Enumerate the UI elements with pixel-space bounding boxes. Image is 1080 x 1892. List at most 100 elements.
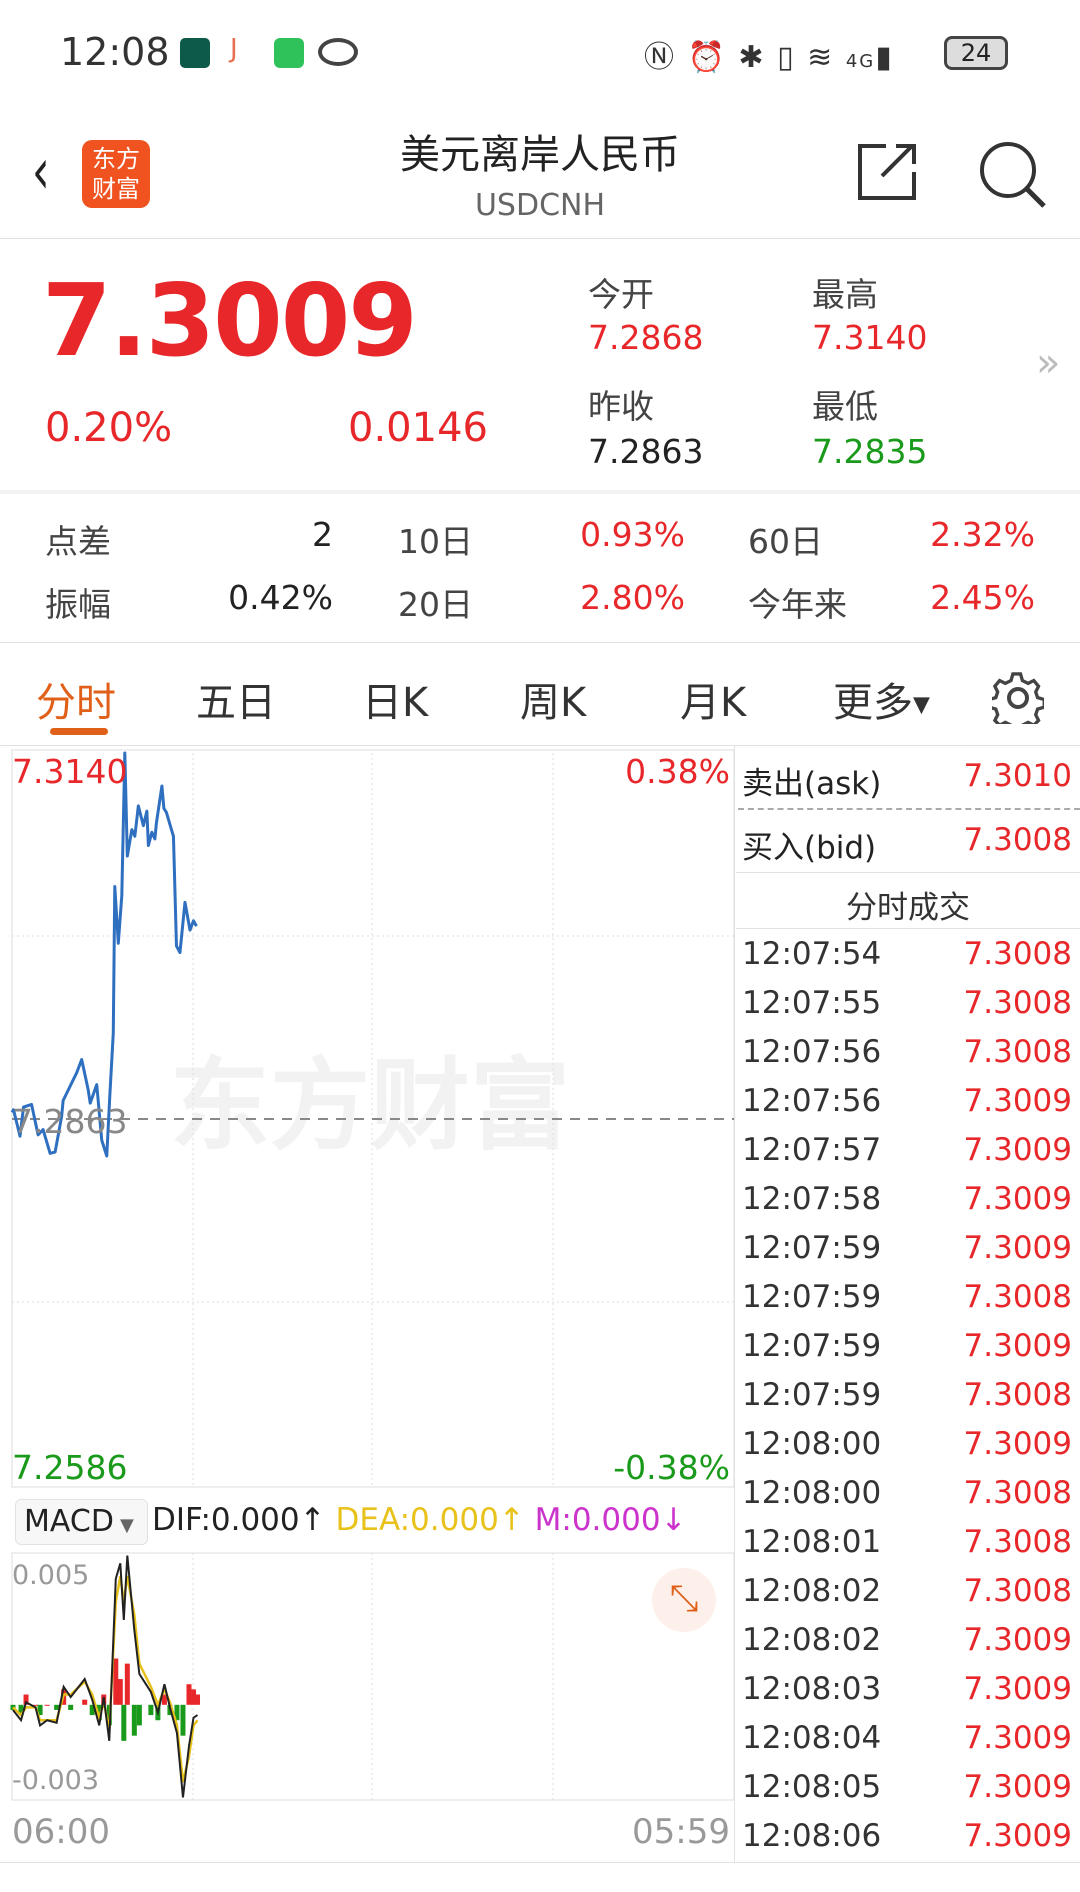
trade-price: 7.3009 [963, 1230, 1072, 1266]
20d-label: 20日 [398, 585, 473, 624]
macd-histogram-bar [161, 1694, 167, 1705]
eastmoney-logo[interactable]: 东方财富 [82, 140, 150, 208]
tab-intraday[interactable]: 分时 [36, 680, 116, 726]
trade-row: 12:07:54 7.3008 [742, 936, 1072, 985]
macd-histogram-bar [117, 1679, 123, 1705]
system-status-icons: Ⓝ ⏰ ✱ ▯ ≋ 4G▮ [644, 40, 894, 75]
eye-icon [318, 38, 358, 66]
tab-weekly-k[interactable]: 周K [520, 680, 587, 726]
trade-time: 12:07:59 [742, 1230, 882, 1266]
trade-price: 7.3008 [963, 1475, 1072, 1511]
macd-histogram-bar [191, 1689, 197, 1705]
ask-label: 卖出(ask) [742, 766, 882, 802]
macd-histogram-bar [68, 1704, 74, 1710]
tab-monthly-k[interactable]: 月K [680, 680, 747, 726]
macd-histogram-bar [54, 1704, 60, 1710]
macd-histogram-bar [186, 1684, 192, 1705]
trade-row: 12:08:06 7.3009 [742, 1818, 1072, 1867]
trade-time: 12:08:00 [742, 1475, 882, 1511]
macd-histogram-bar [121, 1704, 127, 1741]
current-price: 7.3009 [42, 262, 418, 379]
tab-five-day[interactable]: 五日 [196, 680, 276, 726]
network-label: 4G [845, 51, 876, 72]
trade-time: 12:07:54 [742, 936, 882, 972]
y-tick-high: 7.3140 [12, 752, 128, 791]
macd-histogram-bar [18, 1704, 24, 1716]
dif-arrow-icon: ↑ [299, 1502, 326, 1538]
fullscreen-expand-icon[interactable]: ⤡ [652, 1568, 716, 1632]
trade-time: 12:07:55 [742, 985, 882, 1021]
share-icon[interactable] [856, 142, 918, 202]
macd-histogram-bar [136, 1704, 142, 1726]
10d-value: 0.93% [580, 515, 685, 554]
tab-daily-k[interactable]: 日K [362, 680, 429, 726]
expand-chevron-icon[interactable]: » [1036, 340, 1061, 386]
trade-time: 12:08:01 [742, 1524, 882, 1560]
macd-frame [11, 1552, 735, 1801]
amplitude-label: 振幅 [45, 585, 111, 624]
back-button[interactable]: ‹ [31, 135, 50, 209]
trade-row: 12:08:05 7.3009 [742, 1769, 1072, 1818]
trade-price: 7.3009 [963, 1181, 1072, 1217]
macd-histogram-bar [174, 1704, 180, 1721]
macd-histogram-bar [37, 1704, 43, 1716]
change-value: 0.0146 [348, 405, 488, 451]
trade-time: 12:07:57 [742, 1132, 882, 1168]
macd-histogram-bar [124, 1663, 130, 1705]
trade-time: 12:08:02 [742, 1622, 882, 1658]
dea-arrow-icon: ↑ [498, 1502, 525, 1538]
trade-price: 7.3008 [963, 936, 1072, 972]
bid-label: 买入(bid) [742, 830, 877, 866]
trade-time: 12:08:05 [742, 1769, 882, 1805]
low-value: 7.2835 [812, 432, 928, 471]
x-tick-end: 05:59 [632, 1812, 730, 1852]
macd-y-tick-bottom: -0.003 [12, 1765, 100, 1796]
search-icon[interactable] [976, 138, 1048, 210]
10d-label: 10日 [398, 522, 473, 561]
macd-histogram-bar [10, 1704, 16, 1710]
trade-row: 12:08:01 7.3008 [742, 1524, 1072, 1573]
macd-histogram-bar [131, 1704, 137, 1736]
trade-time: 12:07:56 [742, 1034, 882, 1070]
high-label: 最高 [812, 275, 878, 314]
trade-row: 12:08:00 7.3009 [742, 1426, 1072, 1475]
y-tick-pct-low: -0.38% [613, 1448, 730, 1487]
prev-close-value: 7.2863 [588, 432, 704, 471]
tab-more[interactable]: 更多▼ [833, 670, 930, 728]
trade-time: 12:08:00 [742, 1426, 882, 1462]
active-tab-indicator [50, 728, 108, 735]
macd-histogram-bar [113, 1658, 119, 1705]
app-notification-icon [180, 38, 210, 68]
trade-time: 12:07:59 [742, 1328, 882, 1364]
20d-value: 2.80% [580, 578, 685, 617]
intraday-chart[interactable]: 东方财富 [0, 745, 736, 1855]
settings-gear-icon[interactable] [992, 672, 1044, 724]
trade-row: 12:07:59 7.3009 [742, 1230, 1072, 1279]
trade-row: 12:08:04 7.3009 [742, 1720, 1072, 1769]
macd-histogram-bar [33, 1704, 39, 1706]
60d-value: 2.32% [930, 515, 1035, 554]
dropdown-arrow-icon: ▼ [119, 1515, 134, 1536]
trade-price: 7.3008 [963, 1279, 1072, 1315]
macd-values: DIF:0.000↑ DEA:0.000↑ M:0.000↓ [152, 1502, 687, 1538]
indicator-selector[interactable]: MACD ▼ [15, 1499, 148, 1545]
trade-price: 7.3009 [963, 1769, 1072, 1805]
trade-time: 12:08:02 [742, 1573, 882, 1609]
trade-row: 12:08:03 7.3009 [742, 1671, 1072, 1720]
macd-histogram-bar [82, 1699, 88, 1705]
trade-price: 7.3008 [963, 985, 1072, 1021]
dea-line [12, 1575, 199, 1783]
trade-price: 7.3009 [963, 1720, 1072, 1756]
battery-icon: 24 [944, 36, 1008, 70]
trade-row: 12:07:56 7.3009 [742, 1083, 1072, 1132]
trade-price: 7.3008 [963, 1524, 1072, 1560]
trade-time: 12:08:06 [742, 1818, 882, 1854]
ytd-label: 今年来 [748, 585, 847, 624]
macd-histogram-bar [23, 1694, 29, 1705]
watermark: 东方财富 [170, 1047, 570, 1164]
trade-price: 7.3008 [963, 1377, 1072, 1413]
m-value: M:0.000 [534, 1502, 661, 1538]
trade-row: 12:07:56 7.3008 [742, 1034, 1072, 1083]
price-line [10, 751, 198, 1158]
bid-price: 7.3008 [963, 822, 1072, 858]
